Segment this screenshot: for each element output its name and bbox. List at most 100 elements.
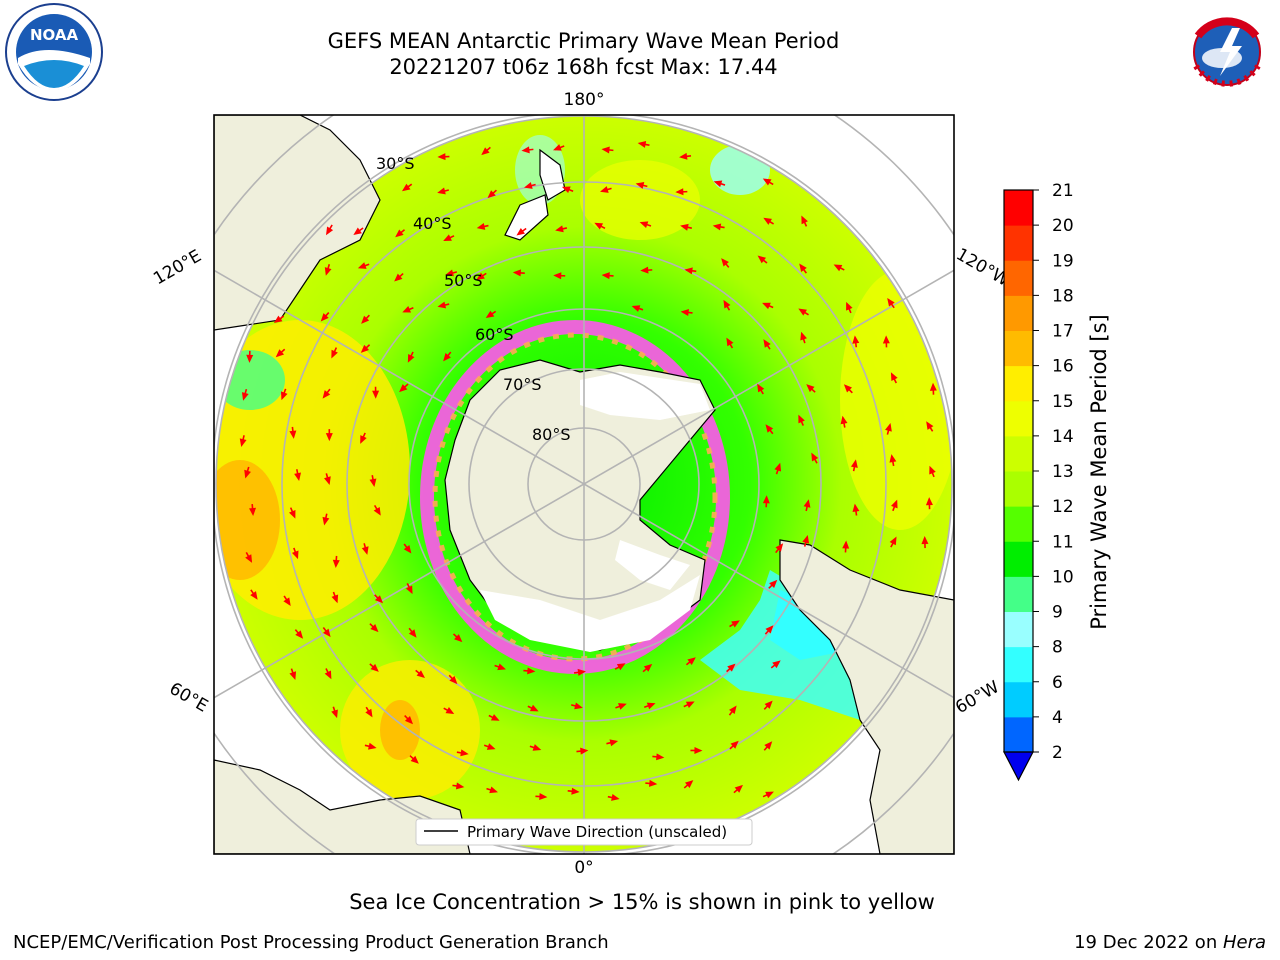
wave-arrow-head [437,301,447,309]
colorbar-segment [1004,190,1033,226]
wave-arrow-head [404,716,414,725]
wave-arrow-head [889,536,897,546]
wave-arrow-head [360,344,370,353]
wave-arrow-head [324,267,332,276]
wave-arrow-head [685,701,695,709]
wave-arrow-head [449,675,458,685]
wave-arrow-head [618,703,627,710]
wave-arrow-head [885,423,892,432]
chart-subtitle: 20221207 t06z 168h fcst Max: 17.44 [389,55,778,79]
wave-arrow-head [679,152,688,160]
colorbar-segment [1004,471,1033,507]
wave-arrow-head [273,315,283,324]
wave-arrow-head [369,478,377,487]
chart-title: GEFS MEAN Antarctic Primary Wave Mean Pe… [327,29,840,53]
wave-arrow-head [455,782,465,790]
colorbar-segment [1004,681,1033,718]
colorbar-segment [1004,365,1033,402]
wave-arrow-head [443,234,452,241]
footer-date-text: 19 Dec 2022 on [1074,932,1223,953]
wave-arrow-head [454,634,463,643]
lat-label-70s: 70°S [503,375,542,394]
wave-arrow-head [764,741,773,750]
wave-arrow-head [765,791,774,799]
wave-arrow-head [353,227,362,236]
wave-arrow-head [555,225,564,233]
colorbar-segment [1004,576,1033,612]
wave-arrow-head [609,739,619,747]
wave-arrow-head [437,153,446,161]
wave-arrow-head [476,222,486,230]
lat-label-60s: 60°S [475,325,514,344]
wave-arrow-head [887,297,895,307]
wave-arrow-head [374,595,384,604]
wave-arrow-head [370,624,379,633]
wave-arrow-head [561,186,571,194]
colorbar-tick-label: 9 [1052,603,1063,623]
wave-arrow-head [648,779,658,787]
wave-arrow-head [403,545,412,554]
wave-arrow-head [553,272,562,280]
colorbar-segment [1004,506,1033,542]
colorbar-tick-label: 6 [1052,673,1063,693]
wave-arrow-head [640,266,649,274]
wave-arrow-head [241,392,249,401]
colorbar-segment [1004,225,1033,261]
wave-arrow-head [680,308,689,316]
colorbar-segment [1004,435,1033,472]
wave-arrow-head [594,222,604,230]
wave-arrow-head [921,536,929,545]
wave-arrow-head [643,663,653,672]
colorbar-tick-label: 12 [1052,497,1074,517]
wave-arrow-head [485,310,495,319]
noaa-logo-text: NOAA [30,26,79,44]
wave-arrow-head [373,507,381,516]
wave-arrow-head [798,414,805,424]
wave-arrow-head [774,462,782,472]
wave-arrow-head [802,534,810,544]
wave-arrow-head [445,269,454,277]
wave-arrow-head [365,708,373,718]
wave-arrow-head [687,657,696,665]
wave-arrow-head [532,744,542,751]
wave-arrow-head [399,384,408,393]
wave-arrow-head [360,435,367,444]
colorbar-tick-label: 4 [1052,708,1063,728]
wave-arrow-head [763,217,772,225]
wave-arrow-head [806,384,815,393]
wave-arrow-head [757,255,767,264]
colorbar-segment [1004,260,1033,296]
wave-arrow-head [401,183,411,192]
wave-arrow-head [580,747,589,755]
wave-arrow-head [833,264,843,272]
wave-arrow-head [929,465,936,475]
colorbar: 2 4 6 8 9 10 11 12 13 14 15 16 17 18 19 20 21 [1003,181,1074,782]
wave-arrow-head [601,272,610,280]
colorbar-tick-label: 14 [1052,427,1074,447]
colorbar-segment [1004,716,1033,753]
wave-arrow-head [395,229,404,238]
wave-arrow-head [361,315,370,324]
wave-arrow-head [246,354,254,363]
legend-label: Primary Wave Direction (unscaled) [467,823,727,841]
wave-arrow-head [925,497,933,506]
wave-arrow-head [289,671,297,680]
wave-arrow-head [416,670,426,678]
wave-arrow-head [675,188,684,196]
wave-arrow-head [842,540,850,549]
ross-ice-shelf [580,372,710,420]
ice-shelf-weddell [480,575,700,652]
wave-arrow-head [489,786,498,794]
wave-arrow-head [516,227,525,236]
colorbar-tick-label: 8 [1052,638,1063,658]
wave-arrow-head [288,509,296,519]
lat-label-50s: 50°S [444,271,483,290]
lon-label-120e: 120°E [150,246,205,289]
wave-arrow-head [799,263,807,272]
wave-arrow-head [765,424,774,433]
wave-arrow-head [600,186,609,193]
wave-arrow-head [490,714,500,721]
wave-arrow-head [601,146,610,154]
wave-arrow-head [850,459,858,468]
